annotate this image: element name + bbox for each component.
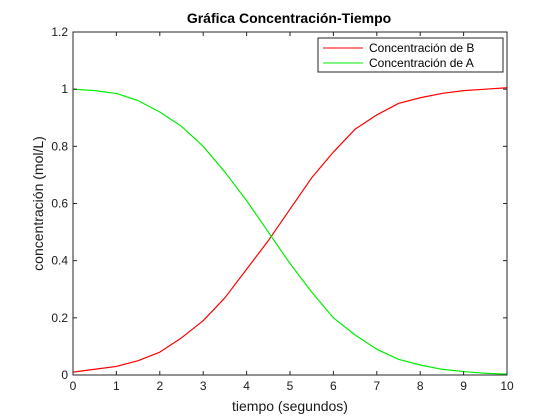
y-tick-label: 1.2 [51, 25, 68, 39]
y-tick-label: 0.6 [51, 197, 68, 211]
y-axis-label: concentración (mol/L) [30, 136, 46, 271]
series-line-concentracion-a [72, 88, 508, 375]
x-axis-label: tiempo (segundos) [232, 398, 348, 414]
x-tick-label: 9 [460, 379, 467, 393]
chart-title: Gráfica Concentración-Tiempo [187, 10, 391, 26]
x-tick-label: 10 [500, 379, 514, 393]
x-tick-label: 3 [200, 379, 207, 393]
legend-label-concentracion-a: Concentración de A [369, 56, 474, 70]
x-tick-label: 5 [287, 379, 294, 393]
legend: Concentración de B Concentración de A [317, 37, 504, 73]
x-tick-label: 0 [70, 379, 77, 393]
y-tick-label: 0.8 [51, 139, 68, 153]
legend-box [317, 37, 504, 73]
x-tick-label: 8 [417, 379, 424, 393]
x-tick-label: 6 [330, 379, 337, 393]
x-tick-label: 2 [156, 379, 163, 393]
x-axis-ticks: 0 1 2 3 4 5 6 7 8 9 10 [70, 32, 514, 393]
y-tick-label: 0.4 [51, 254, 68, 268]
y-tick-label: 1 [61, 82, 68, 96]
series-layer [72, 87, 508, 375]
x-tick-label: 4 [243, 379, 250, 393]
series-line-concentracion-b [72, 87, 508, 373]
y-tick-label: 0.2 [51, 311, 68, 325]
legend-label-concentracion-b: Concentración de B [369, 41, 474, 55]
y-axis-ticks: 0 0.2 0.4 0.6 0.8 1 1.2 [51, 25, 507, 382]
x-tick-label: 1 [113, 379, 120, 393]
x-tick-label: 7 [373, 379, 380, 393]
y-tick-label: 0 [61, 368, 68, 382]
plot-area [72, 31, 508, 376]
